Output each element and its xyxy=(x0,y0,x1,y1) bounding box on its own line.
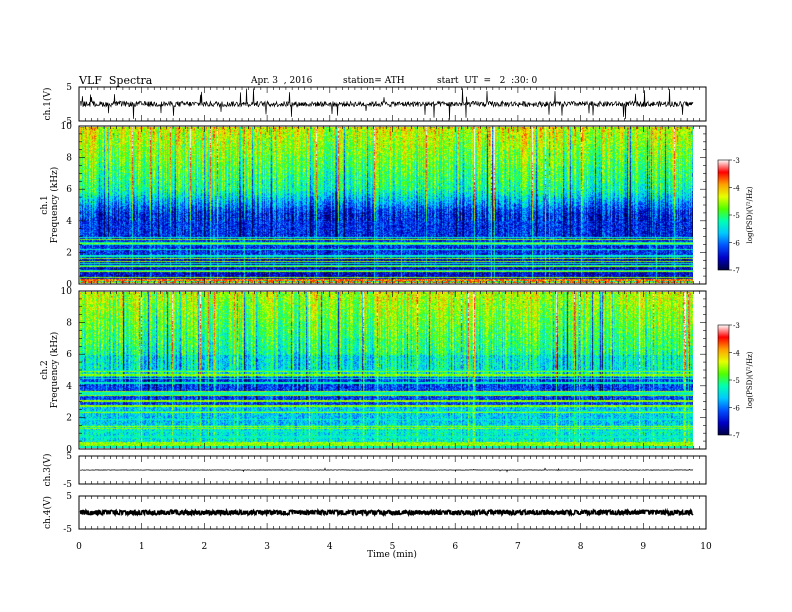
start-time-label: start UT = 2 :30: 0 xyxy=(437,76,538,86)
x-tick-label: 1 xyxy=(139,542,145,552)
colorbar-label: log(PSD)(V²/Hz) xyxy=(746,186,754,243)
ch4-waveform xyxy=(79,507,694,518)
y-tick-label: 5 xyxy=(66,452,72,462)
x-tick-label: 10 xyxy=(700,542,712,552)
y-tick-label: 6 xyxy=(66,350,72,360)
y-tick-label: 0 xyxy=(66,445,72,455)
observation-date: Apr. 3 , 2016 xyxy=(251,76,313,86)
y-axis-label: Frequency (kHz) xyxy=(49,167,60,244)
colorbar-tick-label: -4 xyxy=(733,185,740,193)
y-tick-label: 5 xyxy=(66,83,72,93)
x-tick-label: 8 xyxy=(578,542,584,552)
ch3-waveform xyxy=(79,467,694,473)
y-tick-label: -5 xyxy=(63,117,72,127)
x-tick-label: 9 xyxy=(640,542,646,552)
station-label: station= ATH xyxy=(343,76,405,86)
y-tick-label: 2 xyxy=(66,248,72,258)
colorbar-tick-label: -4 xyxy=(733,350,740,358)
colorbar-tick-label: -3 xyxy=(733,322,740,330)
y-axis-label: Frequency (kHz) xyxy=(49,332,60,409)
y-axis-label: ch.1 xyxy=(40,195,50,214)
y-tick-label: 4 xyxy=(66,382,72,392)
x-tick-label: 3 xyxy=(264,542,270,552)
axis-ticks xyxy=(78,87,707,529)
y-tick-label: 10 xyxy=(61,122,73,132)
colorbar-scale xyxy=(717,159,730,271)
colorbar-tick-label: -5 xyxy=(733,212,740,220)
y-tick-label: 5 xyxy=(66,492,72,502)
colorbar-tick-label: -6 xyxy=(733,405,740,413)
y-tick-label: 4 xyxy=(66,217,72,227)
y-axis-label: ch.2 xyxy=(40,360,50,379)
x-tick-label: 6 xyxy=(452,542,458,552)
x-tick-label: 7 xyxy=(515,542,521,552)
chart-title: VLF Spectra xyxy=(79,74,153,87)
x-tick-label: 0 xyxy=(76,542,82,552)
y-axis-label: ch.1(V) xyxy=(42,88,53,121)
ch1-colorbar: -3 -4 -5 -6 -7 log(PSD)(V²/Hz) xyxy=(717,157,754,275)
colorbar-scale xyxy=(717,324,730,436)
y-tick-label: 0 xyxy=(66,280,72,290)
y-axis-label: ch.3(V) xyxy=(42,454,53,487)
colorbar-tick-label: -7 xyxy=(733,267,740,275)
colorbar-tick-label: -7 xyxy=(733,432,740,440)
x-tick-label: 2 xyxy=(202,542,208,552)
colorbar-label: log(PSD)(V²/Hz) xyxy=(746,351,754,408)
y-tick-label: 8 xyxy=(66,319,72,329)
y-tick-label: 6 xyxy=(66,185,72,195)
y-axis-label: ch.4(V) xyxy=(42,496,53,529)
y-tick-label: -5 xyxy=(63,480,72,490)
x-tick-label: 4 xyxy=(327,542,333,552)
y-tick-label: 8 xyxy=(66,154,72,164)
ch2-colorbar: -3 -4 -5 -6 -7 log(PSD)(V²/Hz) xyxy=(717,322,754,440)
x-tick-label: 5 xyxy=(390,542,396,552)
ch1-waveform xyxy=(79,88,694,120)
colorbar-tick-label: -3 xyxy=(733,157,740,165)
x-axis-label: Time (min) xyxy=(367,549,417,560)
ch1-spectrogram-image xyxy=(80,127,693,283)
colorbar-tick-label: -6 xyxy=(733,240,740,248)
y-tick-label: 2 xyxy=(66,413,72,423)
y-tick-label: -5 xyxy=(63,525,72,535)
ch2-spectrogram-image xyxy=(80,292,693,448)
colorbar-tick-label: -5 xyxy=(733,377,740,385)
y-tick-label: 10 xyxy=(61,287,73,297)
